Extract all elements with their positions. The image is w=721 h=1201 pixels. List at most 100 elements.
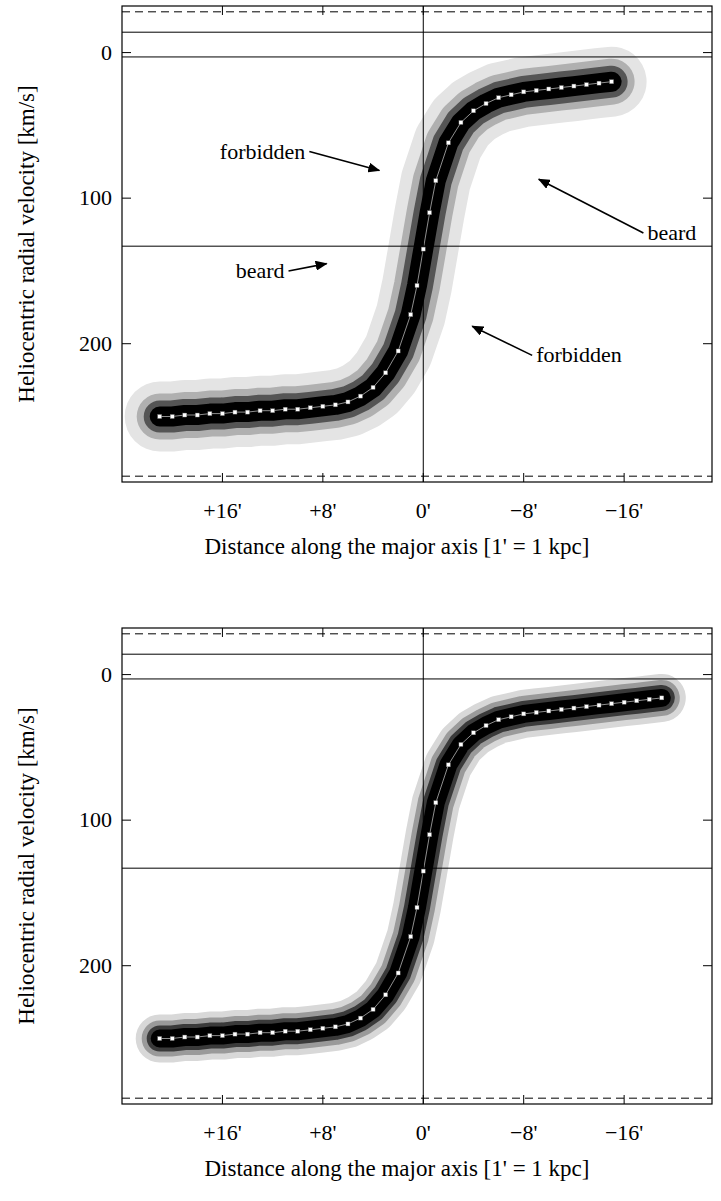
y-tick (122, 52, 131, 53)
reference-line (122, 56, 712, 57)
x-tick-label: 0' (416, 498, 431, 523)
dashed-line (122, 11, 712, 12)
rotation-point (497, 718, 501, 722)
rotation-point (170, 1036, 174, 1040)
rotation-point (333, 1025, 337, 1029)
reference-line (122, 246, 712, 247)
x-tick (523, 628, 524, 637)
rotation-point (384, 993, 388, 997)
rotation-point (158, 1036, 162, 1040)
y-tick (703, 343, 712, 344)
rotation-point (409, 935, 413, 939)
x-tick-label: +8' (309, 498, 336, 523)
x-tick (523, 473, 524, 482)
x-tick-label: −16' (605, 498, 643, 523)
rotation-point (428, 833, 432, 837)
rotation-point (459, 742, 463, 746)
annotation: beard (647, 220, 696, 245)
reference-line (122, 32, 712, 33)
x-tick (322, 473, 323, 482)
y-tick (703, 965, 712, 966)
rotation-point (384, 371, 388, 375)
rotation-point (371, 1007, 375, 1011)
rotation-point (283, 407, 287, 411)
rotation-point (308, 1028, 312, 1032)
rotation-point (220, 412, 224, 416)
annotation-arrow (539, 179, 644, 233)
x-axis-title: Distance along the major axis [1' = 1 kp… (204, 534, 589, 559)
x-tick-label: −8' (510, 1120, 537, 1145)
dashed-line (122, 476, 712, 477)
x-axis-title: Distance along the major axis [1' = 1 kp… (204, 1156, 589, 1181)
rotation-point (584, 705, 588, 709)
rotation-point (359, 1016, 363, 1020)
x-tick (322, 628, 323, 637)
rotation-point (660, 696, 664, 700)
rotation-point (296, 1029, 300, 1033)
y-tick (122, 343, 131, 344)
rotation-point (421, 869, 425, 873)
rotation-point (246, 410, 250, 414)
x-tick (624, 473, 625, 482)
y-tick-label: 0 (101, 662, 112, 687)
reference-line (122, 678, 712, 679)
x-tick (423, 473, 424, 482)
annotation: forbidden (536, 342, 622, 367)
rotation-point (597, 703, 601, 707)
figure: +16'+8'0'−8'−16'0100200Distance along th… (0, 0, 721, 1201)
rotation-point (321, 1026, 325, 1030)
rotation-point (635, 699, 639, 703)
plot-area (122, 628, 712, 1104)
x-tick (423, 628, 424, 637)
x-tick-label: −16' (605, 1120, 643, 1145)
y-tick (122, 198, 131, 199)
rotation-point (183, 413, 187, 417)
y-axis-title: Heliocentric radial velocity [km/s] (14, 707, 39, 1024)
reference-line (423, 628, 424, 1104)
rotation-point (308, 406, 312, 410)
rotation-point (484, 724, 488, 728)
rotation-point (258, 409, 262, 413)
annotation-arrow (309, 152, 379, 171)
x-tick (624, 628, 625, 637)
rotation-point (434, 801, 438, 805)
rotation-point (283, 1029, 287, 1033)
reference-line (423, 6, 424, 482)
y-tick (122, 674, 131, 675)
rotation-point (547, 87, 551, 91)
plot-area (122, 6, 712, 482)
x-tick-label: −8' (510, 498, 537, 523)
rotation-point (396, 349, 400, 353)
y-tick (703, 674, 712, 675)
x-tick-label: 0' (416, 1120, 431, 1145)
rotation-point (534, 710, 538, 714)
x-tick (222, 6, 223, 15)
rotation-point (321, 404, 325, 408)
rotation-point (547, 709, 551, 713)
rotation-point (509, 715, 513, 719)
rotation-point (572, 84, 576, 88)
rotation-point (610, 702, 614, 706)
x-tick-label: +8' (309, 1120, 336, 1145)
x-tick (624, 6, 625, 15)
y-tick (703, 198, 712, 199)
rotation-point (434, 179, 438, 183)
x-tick (523, 1095, 524, 1104)
y-tick (122, 820, 131, 821)
x-tick (322, 1095, 323, 1104)
reference-line (122, 868, 712, 869)
annotation-arrow (289, 264, 327, 271)
rotation-point (415, 283, 419, 287)
panel: +16'+8'0'−8'−16'0100200Distance along th… (14, 628, 712, 1181)
rotation-point (371, 385, 375, 389)
rotation-point (346, 1022, 350, 1026)
x-tick (523, 6, 524, 15)
rotation-point (296, 407, 300, 411)
dashed-line (122, 633, 712, 634)
rotation-point (622, 700, 626, 704)
frame (122, 628, 712, 1104)
annotation: forbidden (220, 139, 306, 164)
rotation-point (597, 81, 601, 85)
y-tick (703, 820, 712, 821)
y-tick-label: 100 (79, 807, 112, 832)
